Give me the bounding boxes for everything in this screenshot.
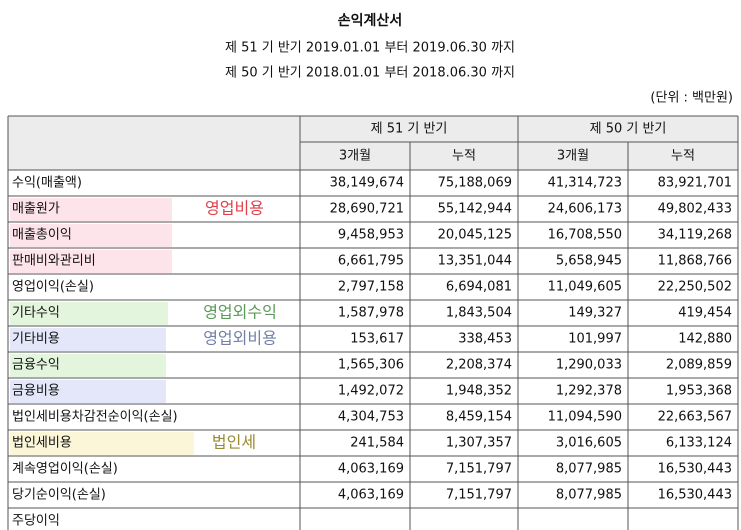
cell-value: 20,045,125 xyxy=(438,228,512,243)
row-label: 영업이익(손실) xyxy=(12,280,94,295)
title: 손익계산서 xyxy=(338,12,402,29)
cell-value: 2,797,158 xyxy=(338,280,404,295)
cell-value: 7,151,797 xyxy=(446,488,512,503)
cell-value: 38,149,674 xyxy=(330,176,404,191)
cell-value: 6,661,795 xyxy=(338,254,404,269)
highlight xyxy=(10,328,166,351)
cell-value: 3,016,605 xyxy=(556,436,622,451)
cell-value: 11,049,605 xyxy=(548,280,622,295)
cell-value: 2,208,374 xyxy=(446,358,512,373)
sub-header: 3개월 xyxy=(557,149,589,164)
cell-value: 1,948,352 xyxy=(446,384,512,399)
row-label: 매출원가 xyxy=(12,202,60,217)
sub-header: 3개월 xyxy=(339,149,371,164)
cell-value: 4,063,169 xyxy=(338,462,404,477)
row-label: 법인세비용차감전순이익(손실) xyxy=(12,410,178,425)
cell-value: 5,658,945 xyxy=(556,254,622,269)
row-label: 금융수익 xyxy=(12,358,60,373)
cell-value: 338,453 xyxy=(458,332,512,347)
cell-value: 1,843,504 xyxy=(446,306,512,321)
cell-value: 24,606,173 xyxy=(548,202,622,217)
row-label: 법인세비용 xyxy=(12,436,72,451)
cell-value: 34,119,268 xyxy=(658,228,732,243)
cell-value: 101,997 xyxy=(568,332,622,347)
cell-value: 241,584 xyxy=(350,436,404,451)
cell-value: 8,459,154 xyxy=(446,410,512,425)
period-header: 제 50 기 반기 xyxy=(590,122,667,137)
cell-value: 149,327 xyxy=(568,306,622,321)
cell-value: 2,089,859 xyxy=(666,358,732,373)
cell-value: 75,188,069 xyxy=(438,176,512,191)
highlight xyxy=(10,432,194,455)
row-label: 기타비용 xyxy=(12,332,60,347)
row-label: 금융비용 xyxy=(12,384,60,399)
highlight xyxy=(10,354,166,377)
annotation: 영업외비용 xyxy=(203,329,277,348)
highlight xyxy=(10,302,168,325)
cell-value: 13,351,044 xyxy=(438,254,512,269)
cell-value: 1,492,072 xyxy=(338,384,404,399)
highlight xyxy=(10,198,172,221)
annotation: 영업외수익 xyxy=(203,303,277,322)
cell-value: 6,133,124 xyxy=(666,436,732,451)
highlight xyxy=(10,250,172,273)
period-header: 제 51 기 반기 xyxy=(371,122,448,137)
cell-value: 4,063,169 xyxy=(338,488,404,503)
cell-value: 153,617 xyxy=(350,332,404,347)
cell-value: 49,802,433 xyxy=(658,202,732,217)
cell-value: 28,690,721 xyxy=(330,202,404,217)
cell-value: 1,290,033 xyxy=(556,358,622,373)
cell-value: 1,292,378 xyxy=(556,384,622,399)
row-label: 주당이익 xyxy=(12,514,60,529)
cell-value: 16,708,550 xyxy=(548,228,622,243)
sub-header: 누적 xyxy=(671,149,695,164)
cell-value: 419,454 xyxy=(678,306,732,321)
cell-value: 8,077,985 xyxy=(556,488,622,503)
header-bg xyxy=(8,116,738,170)
row-label: 매출총이익 xyxy=(12,228,72,243)
cell-value: 4,304,753 xyxy=(338,410,404,425)
annotation: 영업비용 xyxy=(205,199,264,218)
cell-value: 11,094,590 xyxy=(548,410,622,425)
cell-value: 9,458,953 xyxy=(338,228,404,243)
cell-value: 1,953,368 xyxy=(666,384,732,399)
cell-value: 22,663,567 xyxy=(658,410,732,425)
cell-value: 16,530,443 xyxy=(658,488,732,503)
cell-value: 1,587,978 xyxy=(338,306,404,321)
unit: (단위 : 백만원) xyxy=(650,91,733,106)
cell-value: 41,314,723 xyxy=(548,176,622,191)
period: 제 50 기 반기 2018.01.01 부터 2018.06.30 까지 xyxy=(225,66,515,81)
cell-value: 83,921,701 xyxy=(658,176,732,191)
highlight xyxy=(10,224,172,247)
cell-value: 16,530,443 xyxy=(658,462,732,477)
cell-value: 1,565,306 xyxy=(338,358,404,373)
row-label: 수익(매출액) xyxy=(12,176,82,191)
highlight xyxy=(10,380,166,403)
sub-header: 누적 xyxy=(452,149,476,164)
row-label: 당기순이익(손실) xyxy=(12,488,106,503)
period: 제 51 기 반기 2019.01.01 부터 2019.06.30 까지 xyxy=(225,41,515,56)
cell-value: 7,151,797 xyxy=(446,462,512,477)
row-label: 판매비와관리비 xyxy=(12,254,96,269)
row-label: 계속영업이익(손실) xyxy=(12,462,118,477)
row-label: 기타수익 xyxy=(12,306,60,321)
cell-value: 11,868,766 xyxy=(658,254,732,269)
annotation: 법인세 xyxy=(212,433,256,452)
cell-value: 22,250,502 xyxy=(658,280,732,295)
cell-value: 142,880 xyxy=(678,332,732,347)
cell-value: 1,307,357 xyxy=(446,436,512,451)
cell-value: 6,694,081 xyxy=(446,280,512,295)
cell-value: 55,142,944 xyxy=(438,202,512,217)
cell-value: 8,077,985 xyxy=(556,462,622,477)
